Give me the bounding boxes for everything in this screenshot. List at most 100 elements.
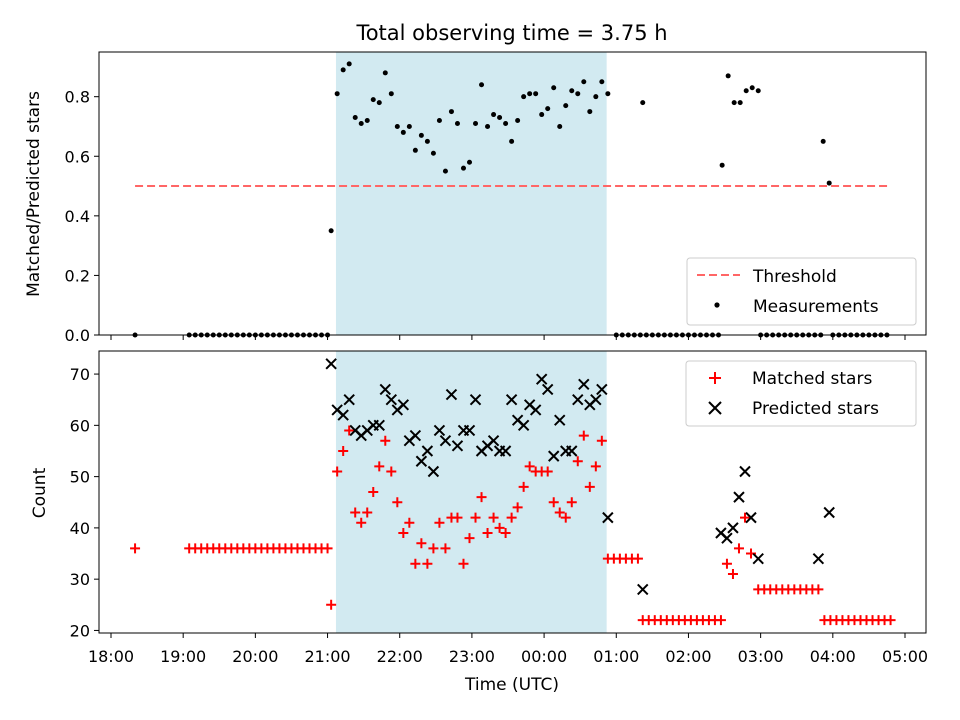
predicted-star-point (637, 583, 649, 596)
measurement-point (388, 91, 394, 97)
x-tick-label: 04:00 (810, 647, 856, 666)
measurement-point (340, 67, 346, 73)
bottom-legend: Matched stars Predicted stars (685, 360, 917, 427)
predicted-star-point (566, 445, 578, 457)
measurement-point (581, 79, 587, 85)
measurement-point (436, 118, 442, 124)
bottom-y-tick-label: 60 (70, 416, 90, 435)
matched-star-point (632, 553, 643, 564)
measurement-point (424, 138, 430, 144)
matched-star-point (560, 512, 571, 523)
measurement-point (605, 91, 611, 97)
predicted-star-point (439, 435, 452, 447)
bottom-y-tick-label: 50 (70, 468, 90, 487)
matched-star-point (739, 512, 750, 523)
measurement-point (497, 115, 503, 121)
matched-star-point (500, 528, 511, 539)
measurement-point (364, 118, 370, 124)
measurement-point (755, 88, 761, 94)
matched-star-point (584, 481, 595, 492)
matched-star-point (422, 558, 433, 569)
predicted-star-point (541, 383, 554, 396)
top-y-tick-label: 0.6 (65, 147, 90, 166)
matched-star-point (326, 599, 337, 610)
predicted-star-point (752, 552, 764, 565)
predicted-star-point (415, 455, 428, 467)
x-tick-label: 03:00 (738, 647, 784, 666)
predicted-star-point (823, 506, 835, 519)
matched-star-point (548, 497, 559, 508)
matched-star-point (542, 466, 553, 477)
matched-star-point (518, 481, 529, 492)
measurement-point (551, 85, 557, 91)
matched-star-point (572, 456, 583, 467)
measurement-point (569, 88, 575, 94)
measurement-point (376, 100, 382, 106)
measurement-point (563, 103, 569, 109)
x-tick-label: 20:00 (232, 647, 278, 666)
bottom-y-tick-label: 70 (70, 365, 90, 384)
matched-star-point (458, 558, 469, 569)
predicted-star-point (385, 394, 398, 406)
measurement-point (587, 109, 593, 115)
measurement-point (382, 70, 388, 76)
legend-threshold-label: Threshold (752, 267, 837, 287)
measurement-point (527, 91, 533, 97)
matched-star-point (578, 430, 589, 441)
predicted-star-point (739, 465, 751, 478)
predicted-star-point (445, 388, 458, 401)
measurement-point (485, 123, 491, 129)
matched-star-point (362, 507, 373, 518)
matched-star-point (721, 558, 732, 569)
measurement-point (545, 106, 551, 112)
matched-star-point (590, 461, 601, 472)
matched-star-point (440, 543, 451, 554)
x-tick-label: 00:00 (521, 647, 567, 666)
predicted-star-point (487, 435, 500, 447)
measurement-point (430, 150, 436, 156)
matched-star-point (130, 543, 141, 554)
x-tick-label: 18:00 (88, 647, 134, 666)
measurement-point (394, 123, 400, 129)
legend-predicted-marker (708, 401, 722, 415)
predicted-star-point (578, 378, 590, 391)
matched-star-point (322, 543, 333, 554)
measurement-point (328, 228, 334, 234)
measurement-point (749, 85, 755, 91)
matched-star-point (428, 543, 439, 554)
predicted-star-point (721, 532, 733, 544)
predicted-star-point (469, 394, 482, 406)
measurement-point (820, 138, 826, 144)
matched-star-point (380, 435, 391, 446)
measurement-point (719, 162, 725, 168)
predicted-star-point (572, 394, 584, 406)
predicted-star-point (337, 409, 349, 421)
bottom-plot-frame (98, 350, 927, 634)
predicted-star-point (379, 383, 391, 396)
x-tick-label: 02:00 (665, 647, 711, 666)
matched-star-point (885, 615, 896, 626)
matched-star-point (332, 466, 343, 477)
predicted-star-point (463, 424, 476, 437)
x-tick-label: 23:00 (449, 647, 495, 666)
matched-star-point (476, 492, 487, 503)
measurement-point (557, 123, 563, 129)
matched-star-point (554, 507, 565, 518)
predicted-star-point (343, 394, 355, 406)
predicted-star-point (548, 450, 560, 462)
measurement-point (370, 97, 376, 103)
predicted-star-point (517, 419, 530, 432)
measurement-point (599, 79, 605, 85)
top-legend-box (686, 257, 917, 326)
predicted-star-point (727, 522, 739, 534)
matched-star-point (452, 512, 463, 523)
bottom-x-ticks: 18:00 19:00 20:00 21:00 22:00 23:00 00:00 01:00… (88, 633, 928, 666)
bottom-highlight-span (335, 351, 607, 633)
top-y-ticks: 0.0 0.2 0.4 0.6 0.8 (65, 88, 99, 345)
bottom-panel: 20 30 40 50 60 70 18:00 19:00 20:00 21:00 22:00 23… (30, 350, 928, 695)
measurement-point (737, 100, 743, 106)
matched-star-point (368, 487, 379, 497)
matched-star-point (488, 512, 499, 523)
measurement-point (460, 165, 466, 171)
predicted-star-point (499, 445, 512, 457)
